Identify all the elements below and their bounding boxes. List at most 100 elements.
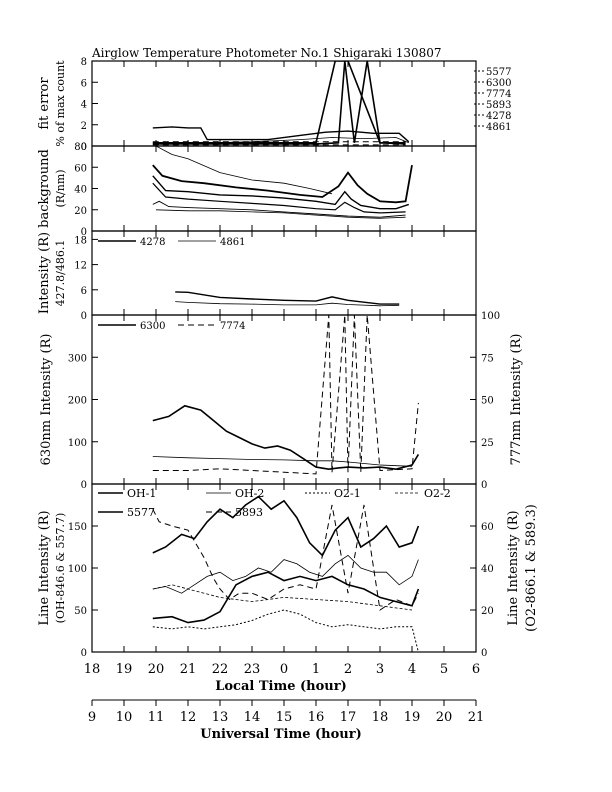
y-axis-label-2: (R/nm)	[54, 169, 67, 207]
y-tick-label-right: 20	[481, 606, 494, 617]
y-tick-label: 2	[81, 121, 87, 132]
panel-frame	[91, 60, 477, 147]
x-tick-label-ut: 17	[340, 710, 357, 725]
y-tick-label-right: 0	[481, 648, 487, 659]
x-tick-label-local: 18	[84, 662, 101, 677]
panel-blue-lines: 0 6 12 18 Intensity (R) 427.8/486.1 4278 4861	[37, 230, 477, 322]
y-axis-label-2: (OH-846.6 & 557.7)	[54, 513, 67, 624]
series-O2-2	[152, 584, 413, 611]
y-tick-label: 12	[74, 261, 87, 272]
legend-entry-O2-1: O2-1	[334, 487, 361, 500]
y-tick-label-right: 75	[481, 353, 494, 364]
y-tick-label: 100	[68, 438, 87, 449]
series-5893	[152, 504, 419, 611]
series-s6	[155, 146, 333, 195]
y-axis-label-2: 427.8/486.1	[54, 240, 67, 307]
legend-entry-OH-1: OH-1	[127, 487, 156, 500]
y-tick-label-right: 0	[481, 480, 487, 491]
y-tick-label-right: 40	[481, 564, 494, 575]
x-tick-label-ut: 15	[276, 710, 293, 725]
y-tick-label: 0	[81, 142, 87, 153]
x-tick-label-ut: 14	[244, 710, 261, 725]
y-axis-label-right: Line Intensity (R)	[506, 510, 521, 625]
series-group	[152, 61, 410, 146]
legend-entry-6300: 6300	[140, 321, 165, 332]
y-tick-label: 0	[81, 648, 87, 659]
y-tick-label: 80	[74, 142, 87, 153]
series-O2-1	[152, 609, 419, 652]
x-tick-label-ut: 9	[88, 710, 96, 725]
series-5577	[152, 61, 406, 145]
series-s3	[152, 182, 406, 214]
legend-entry-5577: 5577	[486, 67, 511, 78]
y-tick-label: 150	[68, 522, 87, 533]
legend-entry-4861: 4861	[220, 237, 245, 248]
legend-entry-5893: 5893	[235, 506, 263, 519]
x-tick-label-local: 20	[148, 662, 165, 677]
x-tick-label-local: 1	[312, 662, 320, 677]
y-tick-label-right: 50	[481, 396, 494, 407]
x-axis-label-ut: Universal Time (hour)	[200, 727, 362, 742]
x-tick-label-local: 6	[472, 662, 480, 677]
y-axis-label-right: 777nm Intensity (R)	[509, 334, 524, 466]
x-tick-label-local: 0	[280, 662, 288, 677]
series-s1	[152, 164, 413, 204]
x-tick-label-local: 2	[344, 662, 352, 677]
series-group	[152, 146, 413, 219]
legend-entry-4861: 4861	[486, 122, 511, 133]
x-tick-label-ut: 21	[468, 710, 485, 725]
x-tick-label-local: 5	[440, 662, 448, 677]
series-4278	[175, 291, 400, 305]
legend-entry-7774: 7774	[486, 89, 511, 100]
y-tick-label: 300	[68, 353, 87, 364]
series-6300	[152, 61, 406, 144]
series-group	[152, 315, 420, 475]
y-tick-label: 0	[81, 480, 87, 491]
y-tick-label: 20	[74, 206, 87, 217]
y-tick-label-right: 60	[481, 522, 494, 533]
y-tick-label: 0	[81, 227, 87, 238]
series-s4	[152, 200, 406, 218]
y-tick-label: 8	[81, 57, 87, 68]
series-5577	[152, 571, 420, 624]
panel-fit-error: 0 2 4 6 8 fit error% of max count 557763007774…	[37, 57, 511, 153]
chart-title: Airglow Temperature Photometer No.1 Shig…	[91, 46, 442, 60]
x-tick-label-ut: 11	[148, 710, 165, 725]
y-axis-label-2: % of max count	[54, 60, 67, 147]
y-tick-label: 6	[81, 286, 87, 297]
y-tick-label: 0	[81, 311, 87, 322]
x-tick-label-ut: 13	[212, 710, 229, 725]
y-axis-label: background	[37, 149, 52, 228]
y-tick-label-right: 100	[481, 311, 500, 322]
series-4861	[207, 137, 409, 144]
y-tick-label: 40	[74, 185, 87, 196]
x-tick-label-ut: 18	[372, 710, 389, 725]
legend-entry-4278: 4278	[140, 237, 165, 248]
legend-entry-7774: 7774	[220, 321, 245, 332]
x-tick-label-local: 23	[244, 662, 261, 677]
y-axis-label: Line Intensity (R)	[37, 510, 52, 625]
series-s5	[155, 209, 406, 219]
legend-entry-5893: 5893	[486, 100, 511, 111]
y-tick-label: 200	[68, 396, 87, 407]
y-tick-label: 4	[81, 100, 87, 111]
series-group	[175, 291, 400, 307]
legend-entry-OH-2: OH-2	[235, 487, 264, 500]
y-tick-label-right: 25	[481, 438, 494, 449]
y-tick-label: 100	[68, 564, 87, 575]
series-OH-2	[152, 554, 419, 594]
panel-red-lines: 0 100 200 300 0 25 50 75 100 630nm Intensity (R) 7…	[39, 311, 524, 491]
legend-entry-4278: 4278	[486, 111, 511, 122]
panel-frame	[91, 145, 477, 232]
series-s2	[152, 175, 410, 210]
series-4861	[175, 301, 400, 307]
y-tick-label: 60	[74, 163, 87, 174]
x-tick-label-local: 19	[116, 662, 133, 677]
y-axis-label: Intensity (R)	[37, 232, 52, 314]
series-group	[152, 495, 420, 652]
y-tick-label: 18	[74, 235, 87, 246]
y-axis-label: 630nm Intensity (R)	[39, 334, 54, 466]
y-tick-label: 6	[81, 78, 87, 89]
